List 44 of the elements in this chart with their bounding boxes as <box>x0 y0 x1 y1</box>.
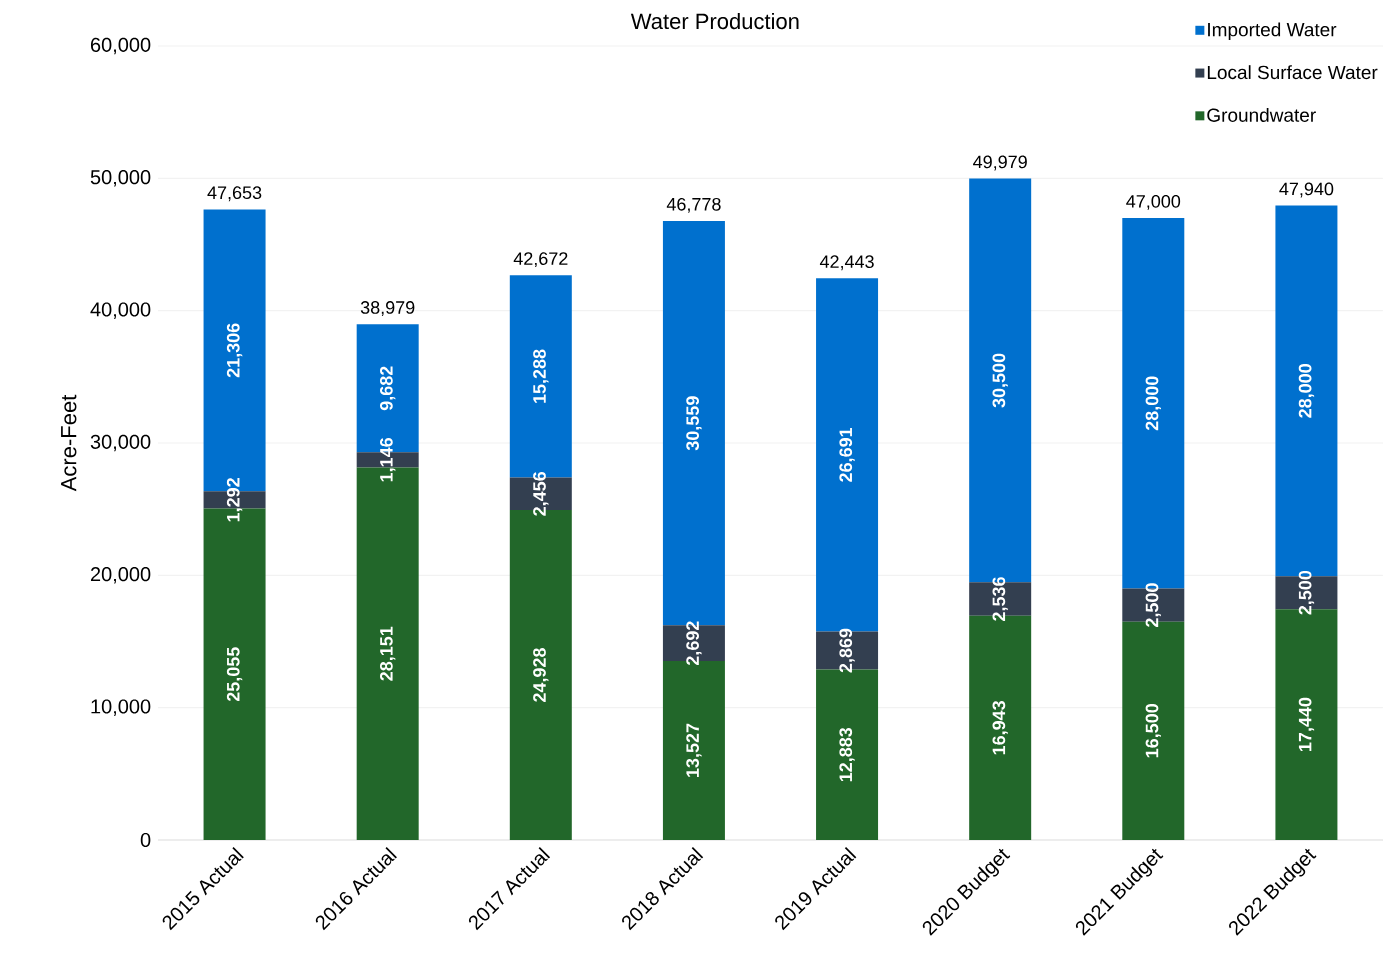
total-label: 38,979 <box>360 301 415 316</box>
data-label: 30,500 <box>992 353 1008 408</box>
data-label: 12,883 <box>839 727 855 782</box>
y-tick-label: 40,000 <box>90 302 151 319</box>
data-label: 2,456 <box>533 472 549 516</box>
data-label: 25,055 <box>226 647 243 702</box>
data-label: 30,559 <box>686 396 702 451</box>
data-label: 28,151 <box>380 626 396 681</box>
data-label: 21,306 <box>226 323 243 378</box>
legend-label: Imported Water <box>1208 22 1337 41</box>
data-label: 2,692 <box>686 621 702 666</box>
legend-label: Local Surface Water <box>1207 65 1378 80</box>
y-tick-label: 60,000 <box>90 37 151 55</box>
total-label: 42,672 <box>513 252 568 268</box>
data-label: 16,943 <box>992 701 1008 755</box>
data-label: 1,146 <box>380 438 396 482</box>
chart-title: Water Production <box>630 12 799 30</box>
data-label: 2,869 <box>839 628 855 673</box>
total-label: 47,940 <box>1279 182 1334 198</box>
data-label: 2,500 <box>1298 570 1315 615</box>
y-tick-label: 30,000 <box>90 434 151 452</box>
data-label: 16,500 <box>1145 704 1161 758</box>
data-label: 2,500 <box>1145 583 1161 627</box>
data-label: 28,000 <box>1145 376 1161 431</box>
data-label: 17,440 <box>1298 697 1315 751</box>
data-label: 15,288 <box>533 349 549 403</box>
data-label: 2,536 <box>992 577 1008 621</box>
y-axis-title: Acre-Feet <box>61 394 77 492</box>
data-label: 26,691 <box>839 427 855 482</box>
y-tick-label: 20,000 <box>90 567 151 584</box>
total-label: 49,979 <box>973 155 1027 171</box>
data-label: 28,000 <box>1298 364 1315 418</box>
data-label: 9,682 <box>380 366 396 411</box>
y-tick-label: 0 <box>140 832 151 848</box>
y-tick-label: 10,000 <box>91 699 151 716</box>
data-label: 13,527 <box>686 723 702 777</box>
data-label: 1,292 <box>226 478 243 522</box>
total-label: 42,443 <box>819 255 874 271</box>
total-label: 47,653 <box>207 186 262 202</box>
total-label: 46,778 <box>666 197 721 213</box>
y-tick-label: 50,000 <box>90 170 151 187</box>
data-label: 24,928 <box>533 648 549 702</box>
total-label: 47,000 <box>1126 194 1181 210</box>
legend-label: Groundwater <box>1207 107 1316 122</box>
